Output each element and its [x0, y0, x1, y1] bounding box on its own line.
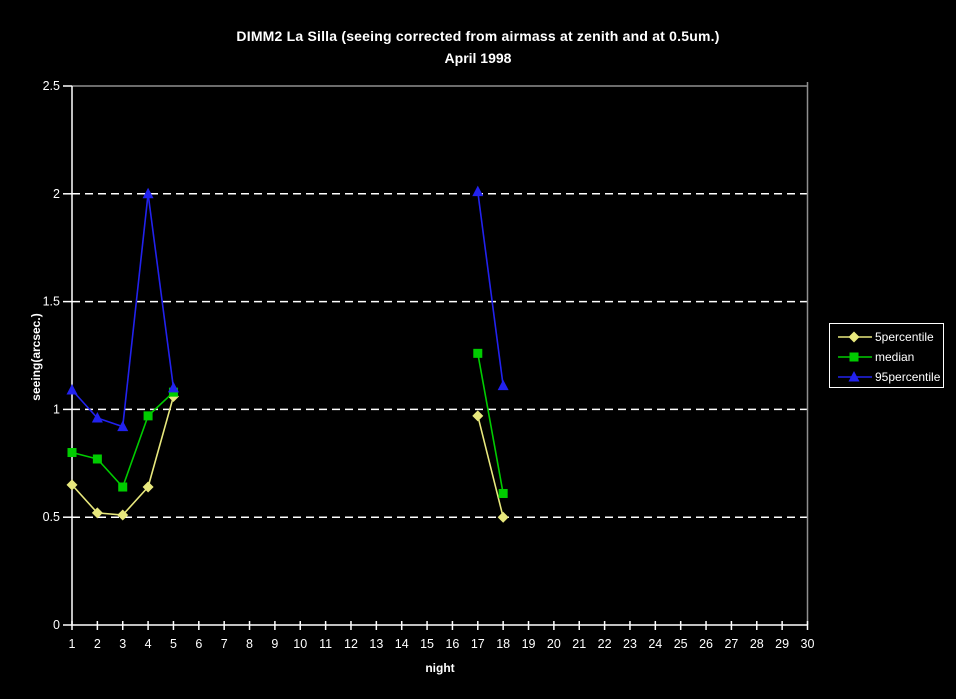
x-tick-label: 24	[648, 637, 662, 651]
y-tick-label: 2.5	[43, 79, 60, 93]
diamond-legend-marker	[848, 331, 860, 343]
x-tick-label: 4	[145, 637, 152, 651]
y-tick-label: 1.5	[43, 295, 60, 309]
triangle-marker	[91, 412, 103, 423]
x-tick-label: 12	[344, 637, 358, 651]
x-tick-label: 13	[369, 637, 383, 651]
diamond-legend-icon	[838, 331, 872, 343]
y-tick-label: 2	[53, 187, 60, 201]
x-tick-label: 11	[319, 637, 332, 651]
series-median-segment	[96, 458, 124, 488]
x-tick-label: 14	[395, 637, 409, 651]
y-tick-label: 0	[53, 618, 60, 632]
series-95percentile-segment	[147, 193, 175, 388]
chart-title: DIMM2 La Silla (seeing corrected from ai…	[236, 28, 720, 44]
legend-item-5percentile: 5percentile	[838, 327, 943, 347]
x-tick-label: 5	[170, 637, 177, 651]
x-tick-label: 22	[598, 637, 612, 651]
diamond-marker	[472, 410, 484, 422]
square-marker	[143, 411, 153, 421]
legend-label: 5percentile	[875, 330, 934, 344]
series-median-segment	[477, 353, 504, 494]
x-tick-label: 6	[195, 637, 202, 651]
x-tick-label: 27	[724, 637, 738, 651]
triangle-marker	[167, 381, 179, 393]
legend-label: 95percentile	[875, 370, 941, 384]
x-tick-label: 3	[119, 637, 126, 651]
x-tick-label: 28	[750, 637, 764, 651]
legend: 5percentile median 95percentile	[829, 323, 944, 388]
series-95percentile-segment	[121, 193, 149, 427]
y-tick-label: 1	[53, 402, 60, 416]
x-axis-label: night	[425, 661, 455, 675]
legend-item-median: median	[838, 347, 943, 367]
chart-subtitle: April 1998	[444, 50, 512, 66]
series-95percentile-segment	[71, 389, 98, 419]
series-median	[67, 348, 508, 498]
x-tick-label: 19	[522, 637, 536, 651]
x-tick-label: 8	[246, 637, 253, 651]
x-tick-label: 7	[221, 637, 228, 651]
x-tick-label: 21	[572, 637, 586, 651]
x-tick-label: 16	[445, 637, 459, 651]
series-5percentile-segment	[122, 486, 149, 516]
square-marker	[498, 488, 508, 498]
square-marker	[92, 454, 102, 464]
diamond-marker	[91, 507, 103, 519]
triangle-marker	[472, 185, 484, 197]
square-legend-icon	[838, 352, 872, 362]
triangle-legend-marker	[848, 371, 860, 382]
x-tick-label: 30	[801, 637, 815, 651]
x-tick-label: 1	[69, 637, 76, 651]
diamond-marker	[497, 511, 509, 523]
diamond-marker	[117, 509, 129, 521]
x-tick-label: 9	[271, 637, 278, 651]
x-tick-label: 10	[293, 637, 307, 651]
x-tick-label: 23	[623, 637, 637, 651]
diamond-marker	[142, 481, 154, 493]
square-marker	[67, 448, 77, 458]
y-tick-label: 0.5	[43, 510, 60, 524]
series-95percentile-segment	[97, 417, 123, 428]
series-5percentile-segment	[71, 484, 98, 514]
triangle-marker	[497, 379, 509, 391]
x-tick-label: 26	[699, 637, 713, 651]
legend-label: median	[875, 350, 915, 364]
series-95percentile-segment	[476, 191, 504, 386]
y-axis-label-text: seeing(arcsec.)	[29, 313, 43, 401]
triangle-marker	[142, 187, 154, 199]
series-5percentile-segment	[147, 396, 175, 488]
x-tick-label: 2	[94, 637, 101, 651]
x-tick-label: 29	[775, 637, 789, 651]
triangle-marker	[66, 383, 78, 395]
series-median-segment	[121, 415, 149, 488]
series-5percentile-segment	[477, 415, 504, 518]
diamond-marker	[66, 479, 78, 491]
x-tick-label: 18	[496, 637, 510, 651]
square-legend-marker	[849, 352, 859, 362]
series-95percentile	[66, 185, 509, 432]
x-tick-label: 17	[471, 637, 485, 651]
legend-item-95percentile: 95percentile	[838, 367, 943, 387]
x-tick-label: 25	[674, 637, 688, 651]
square-marker	[118, 482, 128, 492]
triangle-legend-icon	[838, 371, 872, 382]
x-tick-label: 15	[420, 637, 434, 651]
x-tick-label: 20	[547, 637, 561, 651]
square-marker	[473, 348, 483, 358]
triangle-marker	[117, 420, 129, 432]
